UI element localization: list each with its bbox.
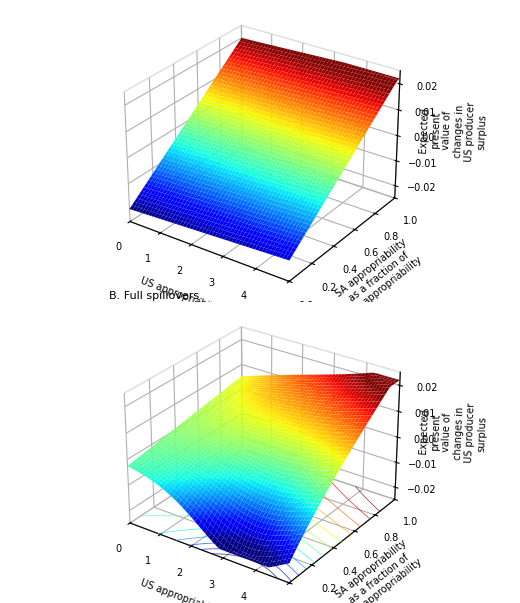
X-axis label: US appropriability: US appropriability	[139, 578, 225, 603]
X-axis label: US appropriability: US appropriability	[139, 276, 225, 316]
Y-axis label: SA appropriability
as a fraction of
US appropriability: SA appropriability as a fraction of US a…	[334, 538, 423, 603]
Y-axis label: SA appropriability
as a fraction of
US appropriability: SA appropriability as a fraction of US a…	[334, 237, 423, 317]
Text: B. Full spillovers.: B. Full spillovers.	[109, 291, 203, 301]
